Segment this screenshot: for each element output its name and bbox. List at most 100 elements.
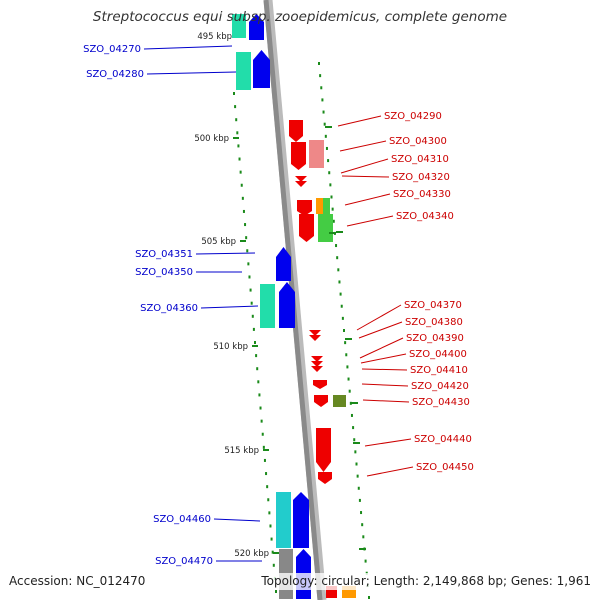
outer-ring-dot bbox=[344, 341, 347, 345]
gene-leader-line bbox=[195, 252, 256, 255]
inner-ring-dot bbox=[244, 223, 247, 227]
gene-leader-line bbox=[360, 353, 407, 364]
inner-ring-dot bbox=[260, 419, 263, 423]
outer-ring-dot bbox=[339, 292, 342, 296]
gene-label-right: SZO_04440 bbox=[414, 434, 472, 445]
forward-gene bbox=[253, 50, 270, 88]
reverse-gene bbox=[309, 335, 321, 341]
scale-label: 515 kbp bbox=[224, 446, 259, 456]
forward-gene bbox=[279, 282, 295, 328]
gene-label-left: SZO_04460 bbox=[153, 514, 211, 525]
scale-label: 520 kbp bbox=[234, 549, 269, 559]
outer-ring-dot bbox=[368, 596, 370, 599]
footer-backdrop bbox=[258, 573, 594, 590]
gene-label-right: SZO_04340 bbox=[396, 211, 454, 222]
outer-ring-dot bbox=[361, 523, 364, 527]
inner-ring-dot bbox=[248, 275, 251, 279]
gene-label-left: SZO_04470 bbox=[155, 556, 213, 567]
gene-label-right: SZO_04310 bbox=[391, 154, 449, 165]
gene-leader-line bbox=[341, 175, 390, 178]
reverse-gene bbox=[313, 380, 327, 389]
outer-ring-dot bbox=[349, 401, 352, 405]
reverse-gene bbox=[311, 356, 323, 362]
reverse-gene bbox=[289, 120, 303, 142]
gene-leader-line bbox=[359, 337, 404, 359]
outer-ring-dot bbox=[318, 62, 320, 65]
scale-label: 510 kbp bbox=[213, 342, 248, 352]
inner-ring-dot bbox=[259, 406, 262, 410]
inner-ring-dot bbox=[250, 301, 253, 305]
cog-box bbox=[318, 214, 333, 242]
gene-leader-line bbox=[340, 158, 389, 174]
outer-ring-dot bbox=[353, 438, 356, 442]
inner-ring-dot bbox=[233, 92, 235, 95]
gene-leader-line bbox=[358, 321, 403, 339]
gene-label-right: SZO_04380 bbox=[405, 317, 463, 328]
gene-label-right: SZO_04300 bbox=[389, 136, 447, 147]
inner-ring-dot bbox=[239, 170, 242, 174]
inner-ring-dot bbox=[258, 393, 261, 397]
outer-ring-dot bbox=[332, 219, 335, 223]
scale-label: 495 kbp bbox=[197, 32, 232, 42]
outer-ring-dot bbox=[358, 498, 361, 502]
gene-label-right: SZO_04390 bbox=[406, 333, 464, 344]
gene-label-right: SZO_04370 bbox=[404, 300, 462, 311]
outer-ring-dot bbox=[336, 256, 339, 260]
gene-leader-line bbox=[339, 140, 387, 152]
cog-box bbox=[333, 395, 346, 407]
inner-ring-dot bbox=[267, 498, 270, 502]
outer-ring-dot bbox=[322, 110, 325, 114]
inner-ring-dot bbox=[235, 118, 238, 122]
cog-box bbox=[309, 140, 324, 168]
gene-leader-line bbox=[356, 304, 402, 331]
outer-ring-dot bbox=[327, 159, 330, 163]
inner-ring-dot bbox=[269, 524, 272, 528]
gene-leader-line bbox=[364, 438, 412, 447]
outer-ring-dot bbox=[360, 511, 363, 515]
inner-ring-dot bbox=[241, 196, 244, 200]
inner-ring-dot bbox=[257, 380, 260, 384]
gene-leader-line bbox=[146, 71, 237, 75]
outer-ring-dot bbox=[357, 486, 360, 490]
outer-ring-dot bbox=[331, 207, 334, 211]
gene-leader-line bbox=[361, 383, 409, 387]
inner-ring-dot bbox=[237, 144, 240, 148]
outer-ring-dot bbox=[328, 171, 331, 175]
outer-ring-dot bbox=[356, 474, 359, 478]
outer-ring-dot bbox=[319, 74, 322, 78]
outer-ring-dot bbox=[362, 535, 365, 539]
inner-ring-dot bbox=[254, 341, 256, 344]
outer-ring-dot bbox=[321, 98, 324, 102]
outer-ring-dot bbox=[355, 462, 358, 466]
outer-ring-dot bbox=[354, 450, 357, 454]
gene-label-right: SZO_04450 bbox=[416, 462, 474, 473]
outer-ring-dot bbox=[341, 316, 344, 320]
reverse-gene bbox=[314, 395, 328, 407]
scale-label: 500 kbp bbox=[194, 134, 229, 144]
gene-leader-line bbox=[200, 305, 259, 309]
gene-leader-line bbox=[337, 115, 382, 127]
forward-gene bbox=[276, 247, 291, 281]
inner-ring-dot bbox=[236, 131, 239, 135]
gene-leader-line bbox=[213, 518, 261, 522]
outer-ring-dot bbox=[325, 146, 328, 150]
inner-ring-dot bbox=[268, 511, 271, 515]
gene-label-right: SZO_04430 bbox=[412, 397, 470, 408]
reverse-gene bbox=[291, 142, 306, 170]
gene-label-left: SZO_04351 bbox=[135, 249, 193, 260]
inner-ring-dot bbox=[256, 367, 259, 371]
outer-ring-dot bbox=[330, 195, 333, 199]
inner-ring-dot bbox=[266, 485, 269, 489]
reverse-gene bbox=[318, 472, 332, 484]
inner-ring-dot bbox=[252, 327, 255, 331]
forward-gene bbox=[293, 492, 309, 548]
gene-leader-line bbox=[346, 215, 394, 227]
gene-leader-line bbox=[362, 399, 410, 403]
outer-ring-dot bbox=[345, 353, 348, 357]
outer-ring-dot bbox=[352, 426, 355, 430]
inner-ring-dot bbox=[275, 590, 277, 593]
gene-label-right: SZO_04410 bbox=[410, 365, 468, 376]
inner-ring-dot bbox=[255, 354, 258, 358]
gene-leader-line bbox=[361, 368, 408, 371]
inner-ring-dot bbox=[238, 157, 241, 161]
